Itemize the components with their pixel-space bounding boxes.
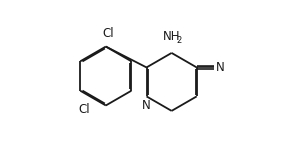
Text: N: N <box>216 61 225 74</box>
Text: 2: 2 <box>176 36 182 45</box>
Text: N: N <box>142 99 151 112</box>
Text: NH: NH <box>163 30 180 43</box>
Text: Cl: Cl <box>102 27 114 40</box>
Text: Cl: Cl <box>79 103 90 116</box>
